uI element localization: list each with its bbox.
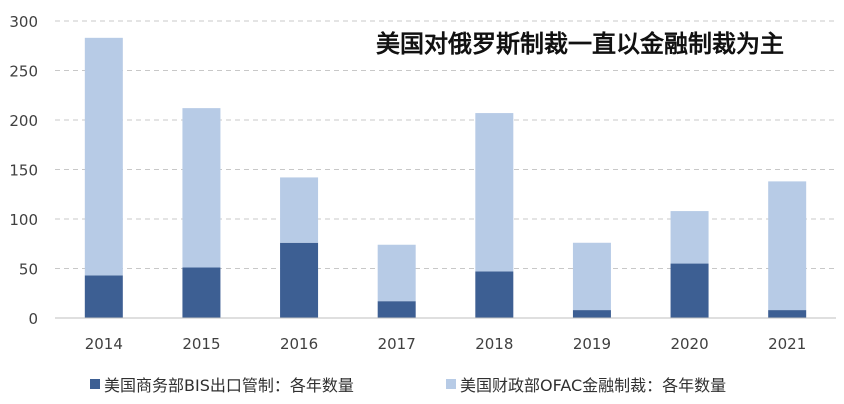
y-tick-label: 200 (9, 112, 38, 130)
legend-swatch-ofac (446, 379, 456, 389)
x-tick-label: 2017 (378, 335, 416, 353)
bar-bis-2016 (280, 242, 319, 318)
chart-title: 美国对俄罗斯制裁一直以金融制裁为主 (376, 29, 784, 58)
y-tick-label: 100 (9, 211, 38, 229)
y-tick-label: 0 (28, 310, 38, 328)
x-tick-label: 2018 (475, 335, 513, 353)
bar-bis-2018 (475, 271, 514, 318)
y-tick-label: 150 (9, 162, 38, 180)
y-axis-ticks: 0 50 100 150 200 250 300 (9, 13, 38, 328)
grid-lines (55, 20, 836, 269)
x-tick-label: 2019 (573, 335, 611, 353)
legend-label-ofac: 美国财政部OFAC金融制裁：各年数量 (460, 376, 726, 395)
x-tick-label: 2020 (670, 335, 708, 353)
bars (84, 37, 807, 318)
bar-ofac-2014 (84, 37, 123, 276)
bar-ofac-2017 (377, 244, 416, 302)
bar-bis-2020 (670, 263, 709, 318)
legend-swatch-bis (90, 379, 100, 389)
legend-label-bis: 美国商务部BIS出口管制：各年数量 (104, 376, 354, 395)
bar-bis-2014 (84, 275, 123, 318)
bar-ofac-2019 (572, 242, 611, 311)
bar-ofac-2021 (768, 181, 807, 311)
bar-ofac-2018 (475, 113, 514, 272)
bar-ofac-2015 (182, 108, 221, 268)
x-tick-label: 2014 (85, 335, 123, 353)
bar-ofac-2016 (280, 177, 319, 243)
y-tick-label: 250 (9, 63, 38, 81)
x-axis-ticks: 2014 2015 2016 2017 2018 2019 2020 2021 (85, 335, 807, 353)
x-tick-label: 2015 (182, 335, 220, 353)
bar-bis-2021 (768, 310, 807, 318)
x-tick-label: 2021 (768, 335, 806, 353)
y-tick-label: 50 (19, 261, 38, 279)
y-tick-label: 300 (9, 13, 38, 31)
bar-bis-2015 (182, 267, 221, 318)
bar-bis-2019 (572, 310, 611, 318)
x-tick-label: 2016 (280, 335, 318, 353)
bar-bis-2017 (377, 301, 416, 318)
bar-ofac-2020 (670, 211, 709, 264)
legend: 美国商务部BIS出口管制：各年数量 美国财政部OFAC金融制裁：各年数量 (90, 376, 726, 395)
